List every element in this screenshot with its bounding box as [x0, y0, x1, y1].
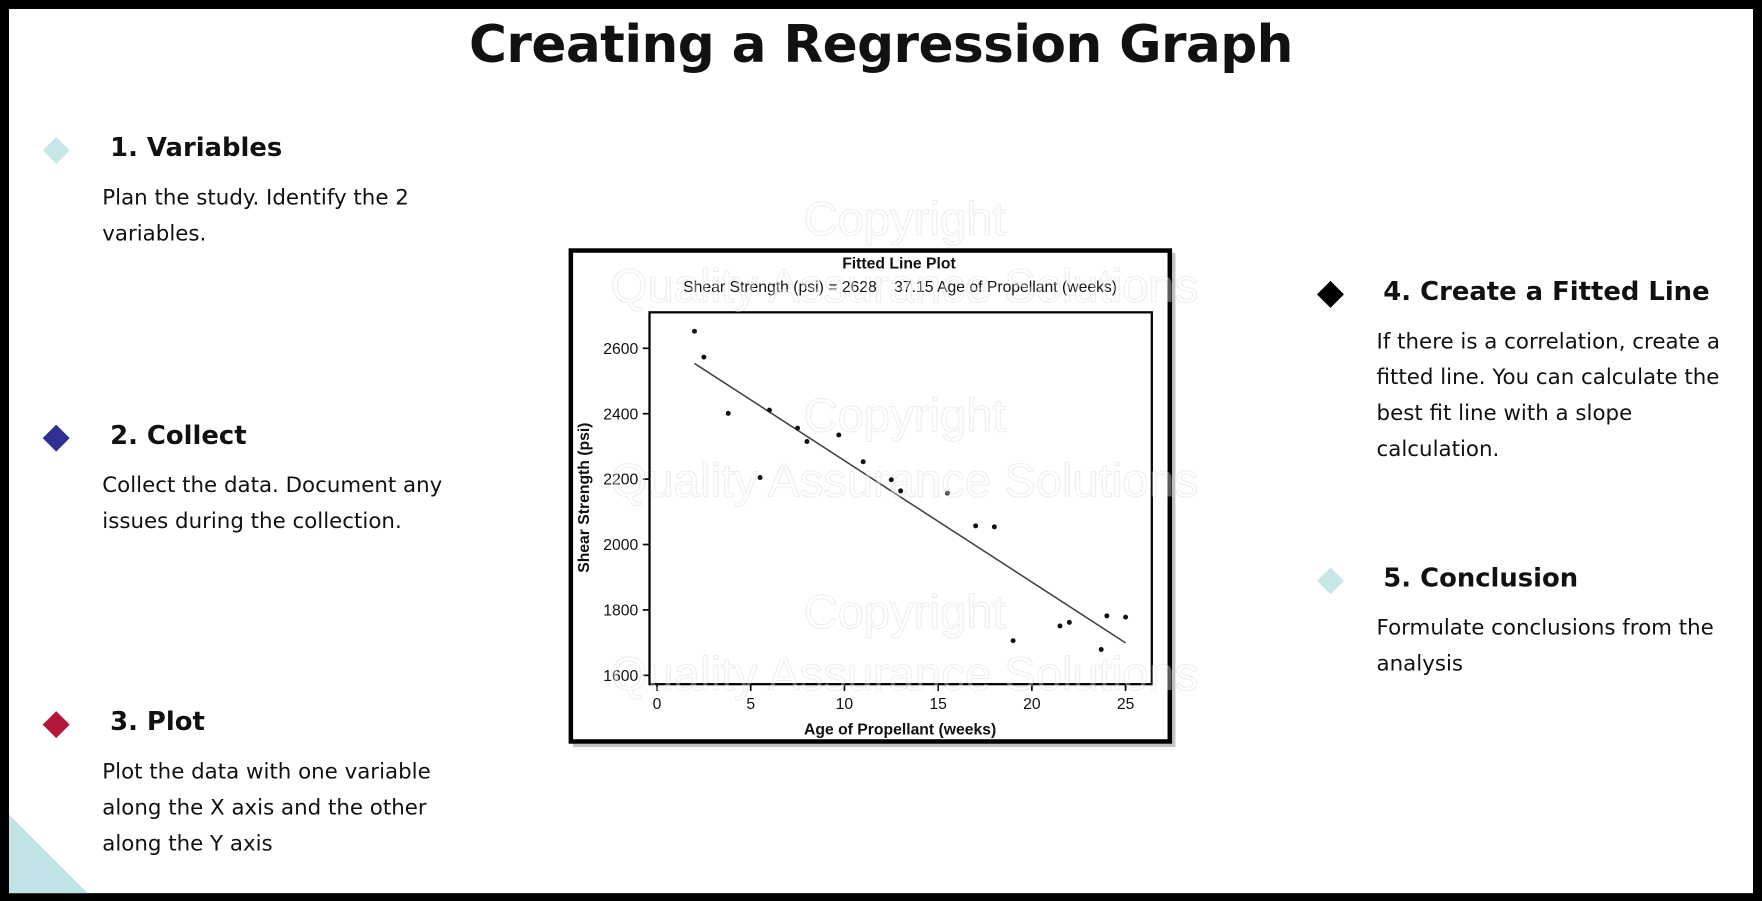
step-diamond	[42, 424, 70, 452]
data-point	[1066, 619, 1072, 625]
y-tick-label: 2000	[603, 537, 638, 554]
step-heading: 3. Plot	[110, 707, 205, 737]
x-tick-label: 0	[653, 696, 662, 713]
data-point	[725, 410, 731, 416]
data-point	[973, 523, 979, 529]
step-diamond	[42, 137, 70, 165]
step-heading: 5. Conclusion	[1383, 563, 1579, 594]
chart: Fitted Line Plot Shear Strength (psi) = 2…	[576, 256, 1135, 739]
x-tick-label: 15	[929, 696, 947, 713]
data-point	[692, 328, 697, 334]
data-point	[795, 425, 801, 431]
step-text: Plot the data with one variable along th…	[102, 759, 431, 857]
data-point	[945, 490, 950, 496]
data-point	[860, 459, 866, 465]
watermark-text: Copyright	[804, 389, 1006, 442]
x-tick-label: 25	[1117, 696, 1135, 713]
data-point	[766, 407, 772, 413]
y-tick-label: 2200	[603, 472, 638, 489]
x-tick-label: 5	[746, 696, 755, 713]
step-heading: 4. Create a Fitted Line	[1383, 277, 1710, 307]
step-diamond	[1316, 280, 1344, 308]
step-text: Plan the study. Identify the 2 variables…	[102, 185, 409, 247]
y-axis-label: Shear Strength (psi)	[576, 423, 593, 573]
step-text: If there is a correlation, create a fitt…	[1376, 329, 1720, 462]
data-point	[888, 477, 894, 483]
watermark: Copyright Quality Assurance Solutions Copy…	[610, 192, 1199, 701]
data-point	[701, 354, 707, 360]
step-text: Collect the data. Document any issues du…	[102, 472, 443, 534]
data-point	[1010, 638, 1016, 644]
step-text: Formulate conclusions from the analysis	[1376, 615, 1714, 677]
data-point	[1098, 647, 1104, 652]
chart-subtitle: Shear Strength (psi) = 2628 37.15 Age of…	[683, 279, 1117, 296]
fitted-line	[694, 362, 1127, 644]
slide-title: Creating a Regression Graph	[469, 13, 1293, 75]
watermark-text: Quality Assurance Solutions	[611, 648, 1199, 701]
y-tick-label: 1600	[603, 668, 638, 685]
y-tick-label: 2600	[603, 341, 638, 358]
x-axis-label: Age of Propellant (weeks)	[804, 722, 996, 739]
step-diamond	[1316, 567, 1344, 595]
step-heading: 2. Collect	[110, 421, 247, 451]
corner-decoration	[8, 814, 88, 894]
data-point	[804, 439, 810, 444]
step-heading: 1. Variables	[110, 133, 283, 163]
data-point	[757, 475, 763, 480]
x-tick-label: 10	[836, 696, 854, 713]
step-diamond	[42, 711, 70, 739]
data-point	[836, 432, 842, 438]
data-point	[898, 488, 904, 494]
data-point	[1057, 623, 1063, 629]
y-tick-label: 1800	[603, 603, 638, 620]
watermark-text: Copyright	[804, 586, 1006, 639]
plot-area	[648, 311, 1153, 686]
watermark-text: Copyright	[804, 193, 1006, 246]
x-tick-label: 20	[1023, 696, 1041, 713]
watermark-text: Quality Assurance Solutions	[611, 455, 1199, 508]
chart-frame	[568, 248, 1173, 744]
data-point	[991, 524, 997, 530]
y-tick-label: 2400	[603, 406, 638, 423]
data-point	[1104, 613, 1110, 619]
data-point	[1123, 614, 1129, 620]
watermark-text: Quality Assurance Solutions	[611, 260, 1199, 313]
chart-title: Fitted Line Plot	[842, 256, 956, 273]
